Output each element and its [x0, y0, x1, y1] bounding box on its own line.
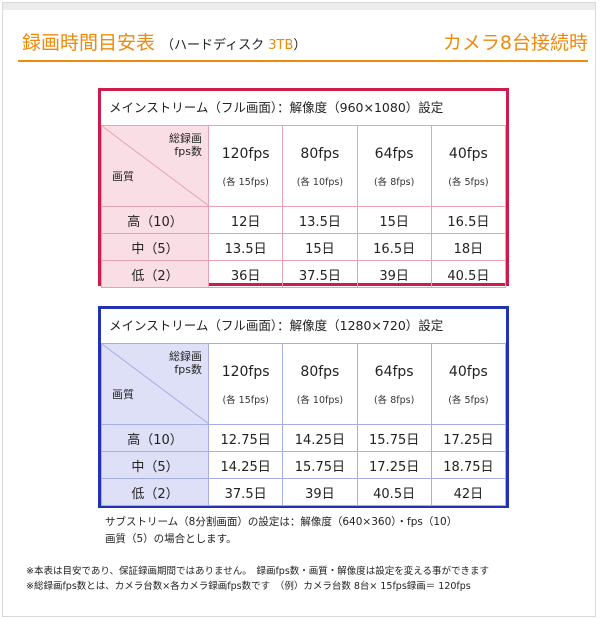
- row-header: 中（5）: [101, 233, 209, 261]
- header-rule: [18, 60, 588, 62]
- table-cell: 15.75日: [282, 451, 358, 479]
- row-header: 低（2）: [101, 260, 209, 288]
- table-row: 中（5） 13.5日 15日 16.5日 18日: [101, 233, 507, 261]
- table-row: 低（2） 36日 37.5日 39日 40.5日: [101, 260, 507, 288]
- table-cell: 13.5日: [282, 206, 358, 234]
- table-cell: 16.5日: [430, 206, 507, 234]
- panel-title: メインストリーム（フル画面）：解像度（960×1080）設定: [109, 100, 444, 115]
- table-cell: 14.25日: [207, 451, 284, 479]
- footnotes: ※本表は目安であり、保証録画期間ではありません。 録画fps数・画質・解像度は設…: [26, 564, 489, 594]
- table-cell: 15日: [282, 233, 358, 261]
- corner-fps-label: 総録画 fps数: [169, 350, 202, 376]
- panel-title: メインストリーム（フル画面）：解像度（1280×720）設定: [109, 318, 444, 333]
- diagonal-line: [102, 344, 209, 424]
- column-header: 40fps (各 5fps): [430, 343, 507, 425]
- table-panel-1280x720: メインストリーム（フル画面）：解像度（1280×720）設定 総録画 fps数 画…: [98, 306, 509, 508]
- table-row: 中（5） 14.25日 15.75日 17.25日 18.75日: [101, 451, 507, 479]
- page-title: 録画時間目安表 （ハードディスク 3TB）: [22, 28, 306, 55]
- table-cell: 12日: [207, 206, 284, 234]
- footnote: ※本表は目安であり、保証録画期間ではありません。 録画fps数・画質・解像度は設…: [26, 566, 489, 577]
- table-cell: 17.25日: [430, 424, 507, 452]
- table-cell: 40.5日: [430, 260, 507, 288]
- table-cell: 16.5日: [356, 233, 432, 261]
- corner-quality-label: 画質: [112, 170, 134, 183]
- row-header: 高（10）: [101, 424, 209, 452]
- table-cell: 37.5日: [207, 478, 284, 506]
- row-header: 中（5）: [101, 451, 209, 479]
- table-cell: 15.75日: [356, 424, 432, 452]
- table-cell: 18.75日: [430, 451, 507, 479]
- table-panel-960x1080: メインストリーム（フル画面）：解像度（960×1080）設定 総録画 fps数 画…: [98, 88, 509, 288]
- title-text: 録画時間目安表: [22, 32, 156, 54]
- corner-fps-label: 総録画 fps数: [169, 132, 202, 158]
- table-cell: 39日: [356, 260, 432, 288]
- table-cell: 42日: [430, 478, 507, 506]
- column-header: 120fps (各 15fps): [207, 125, 284, 207]
- substream-note: サブストリーム（8分割画面）の設定は：解像度（640×360）・fps（10） …: [105, 514, 457, 548]
- column-header: 80fps (各 10fps): [282, 125, 358, 207]
- column-header: 64fps (各 8fps): [356, 343, 432, 425]
- table-row: 低（2） 37.5日 39日 40.5日 42日: [101, 478, 507, 506]
- subtitle-capacity: 3TB: [268, 38, 294, 53]
- table-cell: 14.25日: [282, 424, 358, 452]
- table-cell: 39日: [282, 478, 358, 506]
- column-header: 40fps (各 5fps): [430, 125, 507, 207]
- table-row: 高（10） 12日 13.5日 15日 16.5日: [101, 206, 507, 234]
- subtitle-suffix: ）: [293, 38, 307, 53]
- table-cell: 18日: [430, 233, 507, 261]
- header: 録画時間目安表 （ハードディスク 3TB） カメラ8台接続時: [18, 26, 588, 56]
- note-line: 画質（5）の場合とします。: [105, 533, 237, 545]
- table-cell: 40.5日: [356, 478, 432, 506]
- diagonal-line: [102, 126, 209, 206]
- table-cell: 36日: [207, 260, 284, 288]
- table-cell: 17.25日: [356, 451, 432, 479]
- corner-cell: 総録画 fps数 画質: [101, 343, 209, 425]
- recording-table: 総録画 fps数 画質 120fps (各 15fps) 80fps (各 10fps…: [101, 125, 507, 288]
- table-row: 高（10） 12.75日 14.25日 15.75日 17.25日: [101, 424, 507, 452]
- camera-count: カメラ8台接続時: [442, 32, 588, 54]
- corner-quality-label: 画質: [112, 388, 134, 401]
- row-header: 高（10）: [101, 206, 209, 234]
- note-line: サブストリーム（8分割画面）の設定は：解像度（640×360）・fps（10）: [105, 516, 458, 528]
- column-header: 64fps (各 8fps): [356, 125, 432, 207]
- recording-table: 総録画 fps数 画質 120fps (各 15fps) 80fps (各 10fps…: [101, 343, 507, 506]
- column-header: 120fps (各 15fps): [207, 343, 284, 425]
- table-cell: 15日: [356, 206, 432, 234]
- table-cell: 12.75日: [207, 424, 284, 452]
- table-cell: 37.5日: [282, 260, 358, 288]
- subtitle-prefix: （ハードディスク: [161, 38, 265, 53]
- subtitle: （ハードディスク 3TB）: [161, 38, 306, 53]
- top-bar: [2, 2, 596, 10]
- row-header: 低（2）: [101, 478, 209, 506]
- column-header: 80fps (各 10fps): [282, 343, 358, 425]
- footnote: ※総録画fps数とは、カメラ台数×各カメラ録画fps数です （例）カメラ台数 8…: [26, 581, 471, 592]
- table-cell: 13.5日: [207, 233, 284, 261]
- corner-cell: 総録画 fps数 画質: [101, 125, 209, 207]
